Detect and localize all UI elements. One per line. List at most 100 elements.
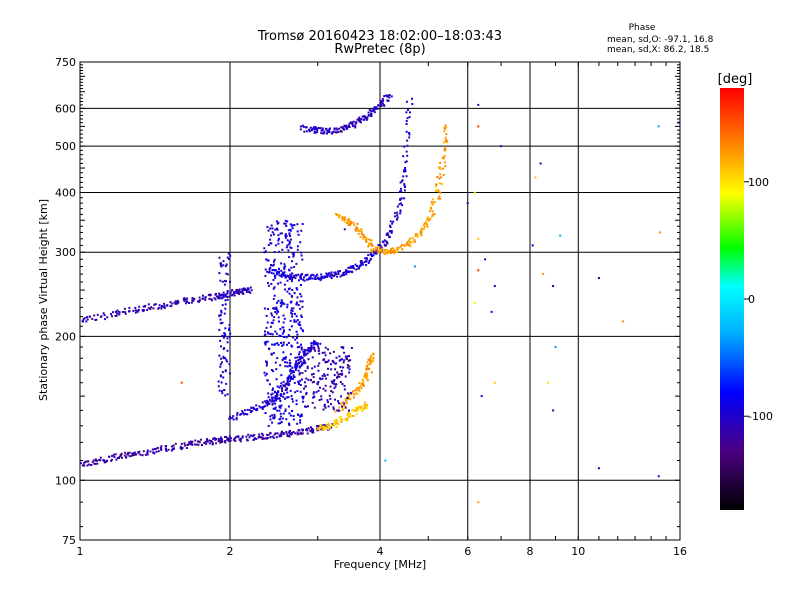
echo-point [439, 168, 442, 170]
echo-point [299, 419, 302, 422]
echo-point [208, 442, 211, 445]
echo-point [362, 263, 365, 266]
echo-point [290, 309, 293, 312]
echo-point [299, 284, 302, 286]
echo-point [313, 128, 316, 131]
echo-point [89, 315, 92, 318]
echo-point [144, 453, 147, 456]
echo-point [144, 305, 146, 308]
echo-point [352, 415, 355, 417]
echo-point [246, 439, 249, 442]
echo-point [265, 258, 268, 261]
echo-point [299, 293, 302, 295]
echo-point [473, 191, 476, 194]
echo-point [345, 273, 348, 276]
echo-point [344, 406, 347, 409]
echo-point [290, 247, 293, 249]
echo-point [356, 118, 359, 121]
echo-point [390, 230, 393, 233]
echo-point [425, 221, 428, 224]
echo-point [365, 403, 368, 406]
echo-point [302, 400, 305, 403]
echo-point [351, 122, 354, 125]
echo-point [103, 461, 106, 464]
echo-point [335, 419, 338, 422]
echo-point [275, 368, 278, 371]
echo-point [411, 241, 414, 244]
echo-point [319, 424, 322, 427]
echo-point [272, 436, 275, 439]
echo-point [265, 314, 268, 317]
echo-point [377, 250, 380, 253]
echo-point [153, 303, 156, 306]
echo-point [270, 400, 273, 403]
echo-point [362, 404, 365, 407]
echo-point [280, 374, 283, 377]
x-tick-label: 2 [227, 545, 234, 558]
echo-point [420, 231, 423, 234]
echo-point [319, 127, 322, 130]
echo-point [294, 277, 297, 280]
echo-point [552, 285, 555, 287]
echo-point [355, 392, 357, 395]
echo-point [271, 435, 274, 438]
echo-point [431, 198, 434, 201]
echo-point [208, 297, 211, 300]
y-tick-label: 200 [55, 330, 76, 343]
echo-point [285, 396, 288, 399]
echo-point [116, 457, 119, 459]
echo-point [280, 431, 283, 434]
echo-point [282, 395, 285, 398]
echo-point [386, 249, 389, 251]
echo-point [293, 320, 296, 323]
echo-point [94, 458, 97, 461]
echo-point [288, 269, 291, 272]
echo-point [128, 451, 131, 454]
echo-point [180, 442, 183, 445]
echo-point [542, 273, 545, 276]
echo-point [180, 381, 183, 384]
echo-point [270, 312, 273, 315]
echo-point [365, 369, 368, 372]
echo-point [128, 310, 131, 312]
echo-point [335, 273, 338, 276]
echo-point [396, 205, 399, 208]
echo-point [349, 223, 352, 226]
echo-point [340, 369, 343, 372]
echo-point [361, 409, 364, 412]
echo-point [285, 225, 288, 227]
echo-point [221, 361, 223, 364]
echo-point [282, 321, 285, 324]
echo-point [305, 405, 308, 408]
echo-point [437, 197, 440, 200]
echo-point [354, 126, 357, 129]
echo-point [303, 279, 306, 282]
echo-point [270, 224, 273, 227]
echo-point [299, 365, 301, 368]
echo-point [443, 126, 446, 129]
echo-point [156, 446, 159, 449]
echo-point [318, 399, 321, 402]
echo-point [239, 437, 242, 440]
echo-point [203, 441, 206, 444]
echo-point [288, 435, 291, 438]
echo-point [87, 460, 90, 463]
echo-point [273, 233, 275, 236]
echo-point [316, 131, 319, 134]
echo-point [287, 334, 290, 337]
echo-point [266, 340, 269, 343]
echo-point [323, 374, 326, 377]
echo-point [85, 320, 88, 323]
echo-point [311, 273, 314, 276]
echo-point [294, 391, 297, 394]
echo-point [121, 311, 124, 313]
echo-point [301, 356, 304, 359]
echo-point [296, 296, 299, 299]
echo-point [399, 197, 402, 200]
echo-point [215, 292, 217, 295]
echo-point [264, 268, 267, 271]
echo-point [352, 125, 355, 128]
echo-point [290, 376, 292, 378]
echo-point [85, 460, 88, 463]
